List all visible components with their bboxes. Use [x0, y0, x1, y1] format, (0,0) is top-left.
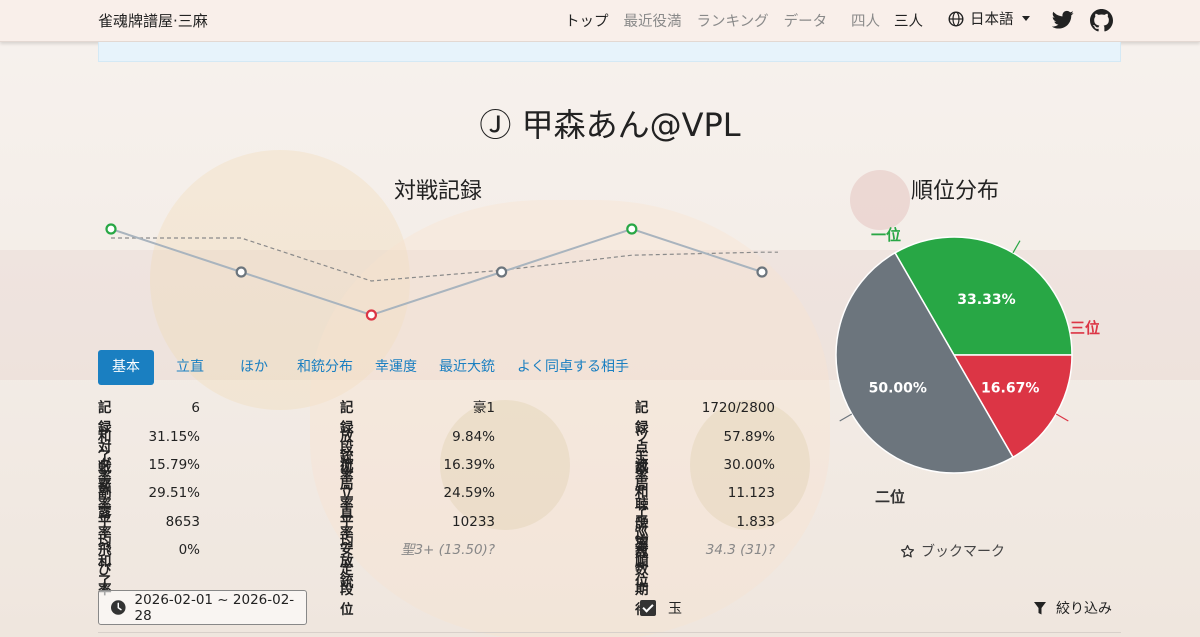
- divider: [98, 632, 1121, 633]
- bookmark-button[interactable]: ブックマーク: [900, 541, 1005, 561]
- rank-point: [496, 266, 508, 278]
- rank-point: [235, 266, 247, 278]
- tab-riichi[interactable]: 立直: [176, 359, 204, 375]
- rank-distribution-pie: 33.33% 一位 16.67% 三位 50.00% 二位: [835, 226, 1100, 506]
- slice-rank-label: 三位: [1070, 319, 1100, 337]
- slice-percentage-label: 50.00%: [869, 380, 927, 396]
- rank-point: [756, 266, 768, 278]
- checkbox-checked-icon: [640, 600, 656, 616]
- nav-link-data[interactable]: データ: [783, 14, 828, 30]
- date-range-label: 2026-02-01 ~ 2026-02-28: [134, 591, 295, 624]
- player-name: Ⓙ 甲森あん@VPL: [479, 106, 741, 144]
- tab-recent-big-deal[interactable]: 最近大銃: [439, 359, 495, 375]
- star-outline-icon: [900, 544, 915, 557]
- stats-tabs: 基本 立直 ほか 和銃分布 幸運度 最近大銃 よく同卓する相手: [98, 350, 629, 385]
- nav-links: トップ 最近役満 ランキング データ: [565, 10, 842, 31]
- slice-rank-label: 二位: [875, 488, 905, 506]
- tama-checkbox[interactable]: 玉: [640, 598, 682, 618]
- slice-leader-line: [1055, 413, 1069, 422]
- chevron-down-icon: [1021, 16, 1030, 21]
- rank-point: [626, 223, 638, 235]
- rank-distribution-title: 順位分布: [910, 179, 999, 204]
- tab-frequent-opponents[interactable]: よく同卓する相手: [517, 359, 629, 375]
- clock-icon: [111, 600, 126, 615]
- globe-icon: [948, 10, 964, 27]
- language-dropdown[interactable]: 日本語: [948, 8, 1030, 29]
- rank-point: [105, 223, 117, 235]
- twitter-icon[interactable]: [1052, 10, 1074, 30]
- language-label: 日本語: [970, 12, 1014, 28]
- slice-percentage-label: 33.33%: [957, 292, 1015, 308]
- bookmark-label: ブックマーク: [921, 544, 1005, 560]
- mode-three-player[interactable]: 三人: [894, 14, 923, 30]
- nav-link-ranking[interactable]: ランキング: [696, 14, 769, 30]
- slice-percentage-label: 16.67%: [981, 380, 1039, 396]
- slice-leader-line: [839, 413, 853, 422]
- tab-other[interactable]: ほか: [240, 359, 268, 375]
- slice-rank-label: 一位: [871, 226, 901, 244]
- info-banner: [98, 42, 1121, 62]
- mode-switch: 四人 三人: [851, 10, 937, 31]
- rank-history-chart: [105, 223, 778, 321]
- tab-luck[interactable]: 幸運度: [375, 359, 417, 375]
- nav-link-recent-yakuman[interactable]: 最近役満: [623, 14, 682, 30]
- filter-label: 絞り込み: [1056, 601, 1112, 617]
- date-range-button[interactable]: 2026-02-01 ~ 2026-02-28: [98, 590, 307, 625]
- rank-point: [365, 309, 377, 321]
- mode-four-player[interactable]: 四人: [851, 14, 880, 30]
- tab-basic[interactable]: 基本: [98, 350, 154, 385]
- rank-line: [110, 227, 763, 317]
- rank-chart-title: 対戦記録: [393, 179, 482, 204]
- slice-leader-line: [1012, 240, 1021, 254]
- github-icon[interactable]: [1090, 9, 1113, 32]
- nav-link-top[interactable]: トップ: [565, 14, 609, 30]
- average-rank-line: [111, 237, 778, 282]
- tama-label: 玉: [668, 601, 682, 617]
- funnel-icon: [1034, 601, 1046, 614]
- filter-button[interactable]: 絞り込み: [1034, 598, 1112, 618]
- navbar: 雀魂牌譜屋·三麻 トップ 最近役満 ランキング データ 四人 三人 日本語: [0, 0, 1200, 42]
- brand-link[interactable]: 雀魂牌譜屋·三麻: [98, 12, 208, 30]
- pie-slice: [835, 251, 1015, 474]
- tab-win-deal-distribution[interactable]: 和銃分布: [297, 359, 353, 375]
